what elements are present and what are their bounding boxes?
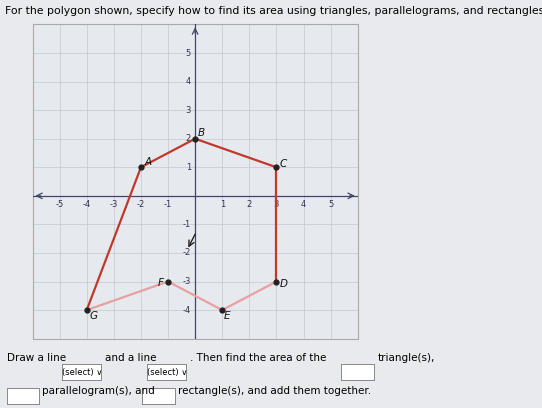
Text: 4: 4 [186,77,191,86]
Text: 1: 1 [186,163,191,172]
Text: 5: 5 [328,200,333,209]
Text: triangle(s),: triangle(s), [377,353,435,363]
Text: -1: -1 [183,220,191,229]
Text: B: B [198,128,205,138]
Text: G: G [89,310,98,321]
Text: 3: 3 [186,106,191,115]
Text: parallelogram(s), and: parallelogram(s), and [42,386,155,396]
Text: E: E [223,311,230,321]
Text: (select) ∨: (select) ∨ [147,368,187,377]
Text: . Then find the area of the: . Then find the area of the [190,353,326,363]
Text: Draw a line: Draw a line [7,353,66,363]
Text: 2: 2 [247,200,252,209]
Text: C: C [280,159,287,169]
Text: -5: -5 [55,200,64,209]
Text: (select) ∨: (select) ∨ [62,368,102,377]
Text: For the polygon shown, specify how to find its area using triangles, parallelogr: For the polygon shown, specify how to fi… [5,6,542,16]
Text: -4: -4 [183,306,191,315]
Text: -2: -2 [137,200,145,209]
Text: and a line: and a line [105,353,156,363]
Text: -2: -2 [183,248,191,257]
Text: rectangle(s), and add them together.: rectangle(s), and add them together. [178,386,371,396]
Text: A: A [144,157,151,167]
Text: 2: 2 [186,134,191,143]
Text: 3: 3 [274,200,279,209]
Text: D: D [280,279,288,289]
Text: F: F [158,278,164,288]
Text: 4: 4 [301,200,306,209]
Text: -1: -1 [164,200,172,209]
Text: 1: 1 [220,200,225,209]
Text: -3: -3 [109,200,118,209]
Text: -3: -3 [183,277,191,286]
Text: -4: -4 [82,200,91,209]
Text: 5: 5 [186,49,191,58]
